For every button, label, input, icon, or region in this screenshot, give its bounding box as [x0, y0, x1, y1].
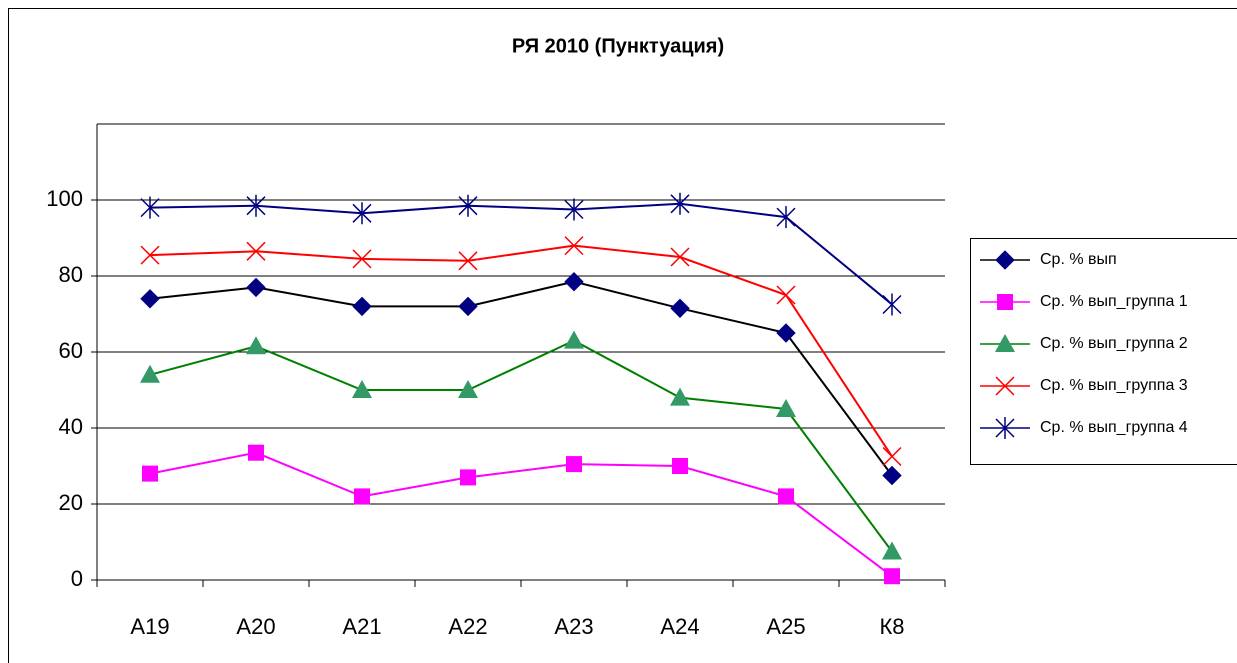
legend: Ср. % вып Ср. % вып_группа 1 Ср. % вып_гру… — [970, 238, 1237, 465]
marker — [882, 446, 902, 467]
marker — [564, 330, 584, 349]
series-line — [149, 202, 893, 306]
series-line — [149, 339, 893, 553]
marker — [997, 294, 1013, 310]
marker — [140, 289, 160, 309]
y-tick-label: 100 — [46, 186, 83, 211]
marker — [776, 399, 796, 417]
marker — [778, 488, 794, 505]
marker — [246, 336, 266, 355]
marker — [776, 285, 796, 305]
series-line — [149, 244, 893, 458]
marker — [995, 250, 1015, 270]
x-tick-label: А22 — [448, 614, 487, 639]
x-tick-label: А19 — [130, 614, 169, 639]
marker — [672, 458, 688, 474]
x-tick-label: А23 — [554, 614, 593, 639]
legend-label: Ср. % вып_группа 3 — [1040, 377, 1188, 394]
marker — [670, 298, 690, 319]
marker — [670, 387, 690, 406]
marker — [670, 247, 690, 267]
marker — [882, 465, 902, 486]
x-tick-label: А20 — [236, 614, 275, 639]
marker — [248, 444, 264, 461]
marker — [564, 198, 584, 221]
y-tick-label: 20 — [59, 490, 83, 515]
marker — [776, 206, 796, 229]
marker — [564, 271, 584, 292]
marker — [564, 236, 584, 256]
x-tick-label: А25 — [766, 614, 805, 639]
y-tick-label: 60 — [59, 338, 83, 363]
marker — [884, 568, 900, 585]
y-tick-label: 80 — [59, 262, 83, 287]
marker — [352, 296, 372, 317]
marker — [352, 380, 372, 398]
marker — [458, 380, 478, 398]
marker — [460, 469, 476, 486]
marker — [352, 249, 372, 269]
x-tick-label: А24 — [660, 614, 699, 639]
series-line — [149, 451, 893, 577]
marker — [246, 194, 266, 217]
marker — [458, 194, 478, 217]
legend-label: Ср. % вып — [1040, 251, 1117, 268]
marker — [566, 456, 582, 473]
marker — [246, 277, 266, 298]
y-tick-label: 0 — [71, 566, 83, 591]
marker — [995, 417, 1015, 439]
marker — [670, 192, 690, 215]
marker — [354, 488, 370, 505]
marker — [458, 296, 478, 317]
marker — [142, 465, 158, 482]
marker — [882, 293, 902, 316]
legend-box — [970, 238, 1237, 465]
chart-title: РЯ 2010 (Пунктуация) — [512, 35, 724, 57]
legend-label: Ср. % вып_группа 2 — [1040, 335, 1188, 352]
x-tick-label: А21 — [342, 614, 381, 639]
x-tick-label: К8 — [879, 614, 904, 639]
marker — [995, 376, 1015, 396]
marker — [995, 334, 1015, 352]
legend-label: Ср. % вып_группа 4 — [1040, 419, 1188, 436]
marker — [776, 323, 796, 343]
legend-label: Ср. % вып_группа 1 — [1040, 293, 1188, 310]
marker — [140, 245, 160, 265]
marker — [140, 364, 160, 383]
marker — [246, 241, 266, 261]
marker — [458, 251, 478, 271]
marker — [882, 541, 902, 560]
marker — [140, 196, 160, 219]
marker — [352, 202, 372, 225]
series-line — [149, 280, 893, 477]
y-tick-label: 40 — [59, 414, 83, 439]
